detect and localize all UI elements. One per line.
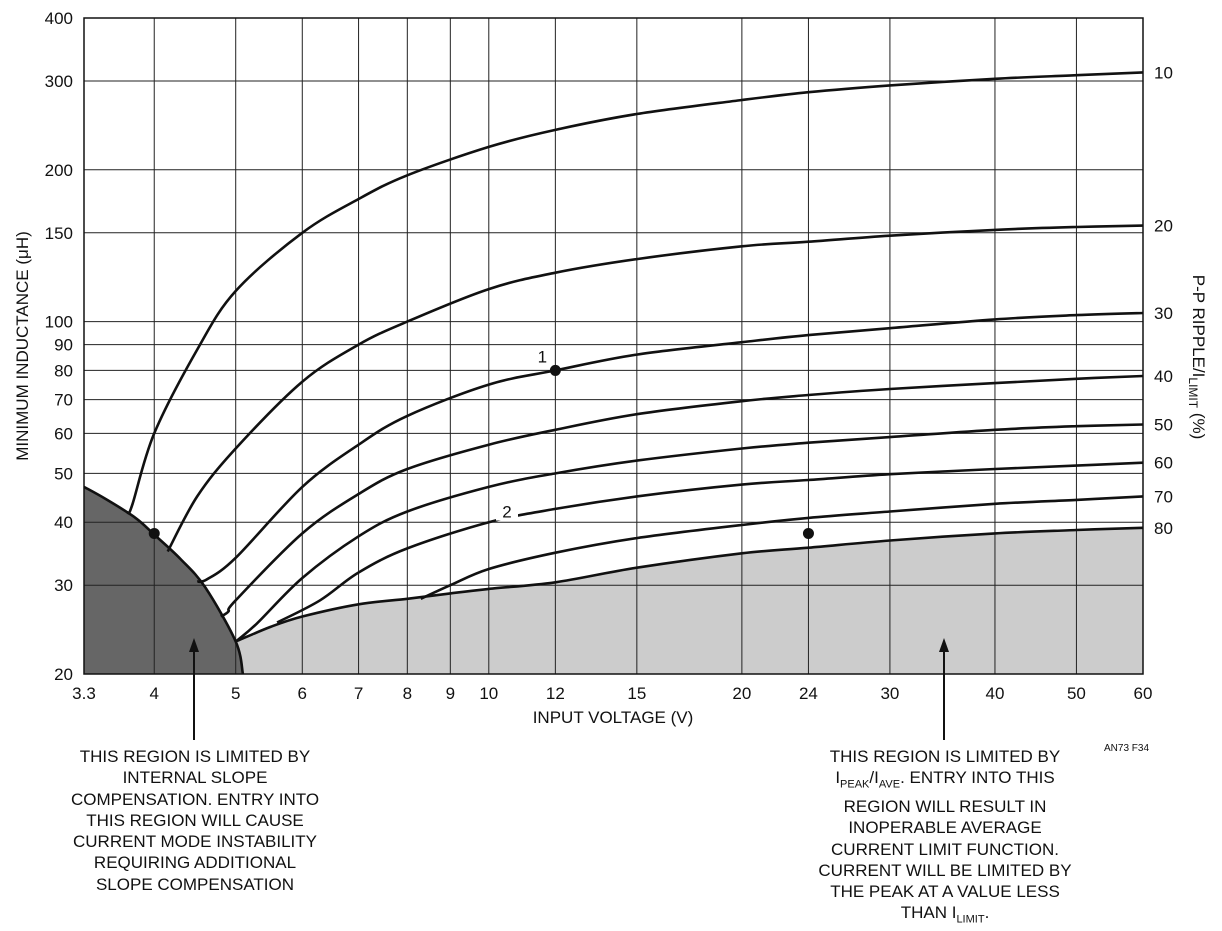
x-tick-label: 7	[354, 684, 363, 703]
x-tick-label: 5	[231, 684, 240, 703]
arrow-left-head	[189, 638, 199, 652]
point-label: 2	[502, 503, 511, 522]
x-tick-label: 8	[403, 684, 412, 703]
y-tick-label: 40	[54, 513, 73, 532]
peak-current-note: THIS REGION IS LIMITED BY IPEAK/IAVE. EN…	[790, 746, 1100, 931]
y-tick-label: 150	[45, 224, 73, 243]
peak-limited-region	[235, 527, 1143, 674]
ripple-label-80: 80	[1154, 519, 1173, 538]
slope-comp-boundary	[83, 485, 245, 675]
y-tick-label: 20	[54, 665, 73, 684]
example-points: 12	[148, 347, 814, 539]
ripple-curve-50	[234, 423, 1144, 643]
point-label-bg	[496, 502, 518, 521]
ripple-percent-labels: 10 20 30 40 50 60 70 80	[1154, 63, 1173, 537]
note-left-line: REQUIRING ADDITIONAL	[93, 853, 297, 873]
y-tick-label: 200	[45, 161, 73, 180]
note-right-line: CURRENT LIMIT FUNCTION.	[831, 839, 1059, 859]
plot-frame	[83, 17, 1144, 675]
ripple-curve-60	[276, 461, 1144, 624]
ripple-curve-20	[166, 224, 1144, 553]
note-left-line: SLOPE COMPENSATION	[95, 874, 295, 894]
note-right-line: THAN ILIMIT.	[900, 903, 990, 926]
note-right-line: CURRENT WILL BE LIMITED BY	[818, 860, 1072, 880]
ripple-curve-10	[126, 71, 1144, 516]
y-tick-label: 30	[54, 576, 73, 595]
x-tick-label: 50	[1067, 684, 1086, 703]
point-label: 1	[538, 347, 547, 366]
x-tick-label: 40	[985, 684, 1004, 703]
y-axis-title: MINIMUM INDUCTANCE (μH)	[13, 231, 32, 461]
y2-axis-title: P-P RIPPLE/ILIMIT (%)	[1186, 275, 1208, 440]
x-tick-label: 3.3	[72, 684, 96, 703]
x-tick-label: 24	[799, 684, 818, 703]
ripple-label-50: 50	[1154, 415, 1173, 434]
ripple-label-10: 10	[1154, 63, 1173, 82]
y-tick-label: 50	[54, 464, 73, 483]
arrow-right-head	[939, 638, 949, 652]
ripple-label-20: 20	[1154, 217, 1173, 236]
ripple-label-40: 40	[1154, 367, 1173, 386]
ripple-label-60: 60	[1154, 454, 1173, 473]
x-tick-label: 20	[732, 684, 751, 703]
ripple-curve-70	[420, 495, 1144, 600]
y-tick-label: 60	[54, 424, 73, 443]
y-tick-label: 100	[45, 313, 73, 332]
y-tick-label: 70	[54, 391, 73, 410]
x-tick-label: 10	[479, 684, 498, 703]
note-left-line: THIS REGION WILL CAUSE	[86, 810, 304, 830]
y-tick-label: 300	[45, 72, 73, 91]
x-tick-labels: 3.3 4 5 6 7 8 9 10 12 15 20 24 30 40 50 60	[72, 684, 1152, 703]
y-tick-labels: 20 30 40 50 60 70 80 90 100 150 200 300 400	[45, 9, 73, 684]
note-right-line: THIS REGION IS LIMITED BY	[829, 747, 1061, 766]
region-arrows	[189, 638, 949, 740]
note-left-line: INTERNAL SLOPE	[122, 768, 268, 788]
example-point	[148, 527, 160, 539]
x-tick-label: 9	[446, 684, 455, 703]
x-tick-label: 4	[150, 684, 159, 703]
slope-comp-region	[84, 486, 243, 674]
ripple-curve-30	[196, 311, 1144, 584]
x-tick-label: 12	[546, 684, 565, 703]
ripple-label-30: 30	[1154, 304, 1173, 323]
note-right-line: INOPERABLE AVERAGE	[848, 818, 1042, 838]
note-left-line: CURRENT MODE INSTABILITY	[72, 832, 317, 852]
note-right-line: THE PEAK AT A VALUE LESS	[830, 882, 1060, 902]
y-tick-label: 80	[54, 361, 73, 380]
note-left-line: THIS REGION IS LIMITED BY	[79, 747, 311, 766]
example-point	[802, 527, 814, 539]
ripple-curves	[83, 71, 1144, 675]
x-tick-label: 6	[298, 684, 307, 703]
note-left-line: COMPENSATION. ENTRY INTO	[70, 789, 320, 809]
y-tick-label: 400	[45, 9, 73, 28]
y-tick-label: 90	[54, 336, 73, 355]
example-point	[549, 364, 561, 376]
x-axis-title: INPUT VOLTAGE (V)	[533, 708, 694, 727]
ripple-curve-80	[235, 526, 1144, 643]
note-right-line: IPEAK/IAVE. ENTRY INTO THIS	[835, 768, 1055, 791]
note-right-line: REGION WILL RESULT IN	[843, 796, 1047, 816]
x-tick-label: 15	[627, 684, 646, 703]
x-tick-label: 60	[1134, 684, 1153, 703]
ripple-curve-40	[220, 374, 1144, 618]
ripple-label-70: 70	[1154, 487, 1173, 506]
plot-border	[83, 17, 1144, 675]
slope-compensation-note: THIS REGION IS LIMITED BY INTERNAL SLOPE C…	[40, 746, 350, 895]
x-tick-label: 30	[880, 684, 899, 703]
limited-regions	[84, 486, 1143, 674]
figure-id: AN73 F34	[1104, 743, 1150, 754]
